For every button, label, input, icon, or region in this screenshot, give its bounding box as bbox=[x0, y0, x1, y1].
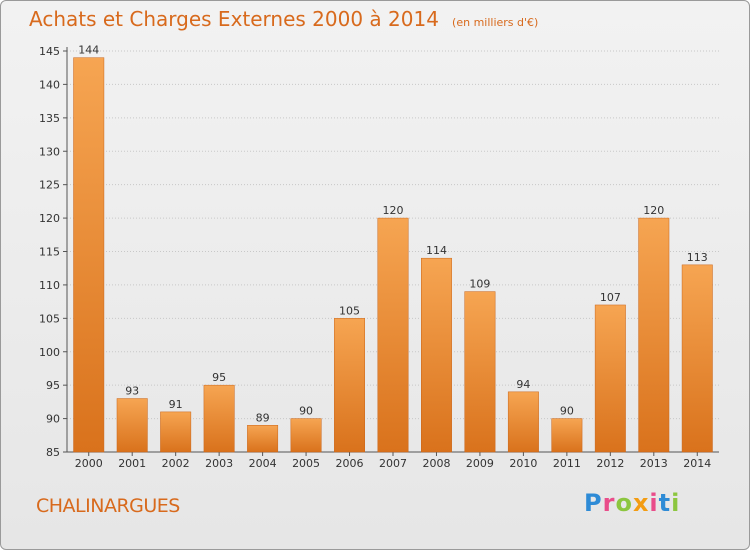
y-tick-label: 110 bbox=[39, 279, 60, 292]
y-tick-label: 95 bbox=[46, 379, 60, 392]
logo-letter: o bbox=[615, 489, 633, 517]
bar-2009 bbox=[464, 291, 496, 453]
x-tick-label: 2013 bbox=[640, 457, 668, 470]
logo-letter: i bbox=[649, 489, 659, 517]
data-label-2002: 91 bbox=[169, 398, 183, 411]
bar-2010 bbox=[507, 391, 539, 453]
data-labels: 144 93 91 95 89 90 105 120 114 109 94 90 107 120 113 bbox=[78, 44, 708, 425]
y-tick-label: 115 bbox=[39, 246, 60, 259]
data-label-2008: 114 bbox=[426, 244, 447, 257]
bar-2011 bbox=[551, 418, 583, 453]
bar-2000 bbox=[73, 57, 105, 453]
data-label-2000: 144 bbox=[78, 44, 99, 57]
logo-letter: t bbox=[658, 489, 672, 517]
x-tick-label: 2008 bbox=[422, 457, 450, 470]
x-tick-label: 2003 bbox=[205, 457, 233, 470]
data-label-2012: 107 bbox=[600, 291, 621, 304]
y-tick-label: 140 bbox=[39, 78, 60, 91]
chart-subtitle: (en milliers d'€) bbox=[452, 16, 539, 29]
logo-letter: x bbox=[632, 489, 650, 517]
bar-2005 bbox=[290, 418, 322, 453]
x-tick-label: 2001 bbox=[118, 457, 146, 470]
bars bbox=[73, 57, 713, 453]
x-tick-label: 2007 bbox=[379, 457, 407, 470]
bar-2013 bbox=[638, 217, 670, 453]
bar-2004 bbox=[247, 425, 279, 453]
commune-name: CHALINARGUES bbox=[36, 495, 180, 517]
chart-title-block: Achats et Charges Externes 2000 à 2014 (… bbox=[29, 7, 538, 31]
bar-2002 bbox=[160, 411, 192, 453]
data-label-2010: 94 bbox=[516, 378, 530, 391]
y-tick-label: 120 bbox=[39, 212, 60, 225]
proxiti-logo: Proxiti bbox=[584, 489, 680, 517]
data-label-2001: 93 bbox=[125, 385, 139, 398]
bar-2014 bbox=[681, 264, 713, 453]
data-label-2006: 105 bbox=[339, 304, 360, 317]
y-tick-label: 130 bbox=[39, 145, 60, 158]
bar-2008 bbox=[421, 257, 452, 453]
x-tick-label: 2012 bbox=[596, 457, 624, 470]
y-tick-label: 145 bbox=[39, 45, 60, 58]
y-tick-label: 125 bbox=[39, 179, 60, 192]
data-label-2003: 95 bbox=[212, 371, 226, 384]
bar-2001 bbox=[116, 398, 148, 453]
logo-letter: P bbox=[584, 489, 603, 517]
x-tick-label: 2010 bbox=[509, 457, 537, 470]
data-label-2009: 109 bbox=[469, 278, 490, 291]
x-tick-label: 2014 bbox=[683, 457, 711, 470]
bar-2006 bbox=[334, 318, 365, 453]
logo-letter: i bbox=[671, 489, 681, 517]
y-tick-label: 100 bbox=[39, 346, 60, 359]
data-label-2013: 120 bbox=[643, 204, 664, 217]
bar-2012 bbox=[594, 304, 626, 453]
x-tick-label: 2009 bbox=[466, 457, 494, 470]
bar-2007 bbox=[377, 217, 409, 453]
y-tick-label: 85 bbox=[46, 446, 60, 459]
y-tick-label: 90 bbox=[46, 413, 60, 426]
data-label-2005: 90 bbox=[299, 405, 313, 418]
data-label-2011: 90 bbox=[560, 405, 574, 418]
logo-letter: r bbox=[602, 489, 616, 517]
chart-title: Achats et Charges Externes 2000 à 2014 bbox=[29, 7, 439, 31]
y-tick-label: 105 bbox=[39, 312, 60, 325]
bar-2003 bbox=[203, 384, 235, 453]
x-tick-label: 2000 bbox=[75, 457, 103, 470]
y-tick-label: 135 bbox=[39, 112, 60, 125]
x-tick-label: 2005 bbox=[292, 457, 320, 470]
data-label-2004: 89 bbox=[256, 411, 270, 424]
x-tick-label: 2002 bbox=[162, 457, 190, 470]
data-label-2007: 120 bbox=[383, 204, 404, 217]
x-tick-label: 2011 bbox=[553, 457, 581, 470]
x-tick-label: 2004 bbox=[249, 457, 277, 470]
x-tick-label: 2006 bbox=[336, 457, 364, 470]
data-label-2014: 113 bbox=[687, 251, 708, 264]
